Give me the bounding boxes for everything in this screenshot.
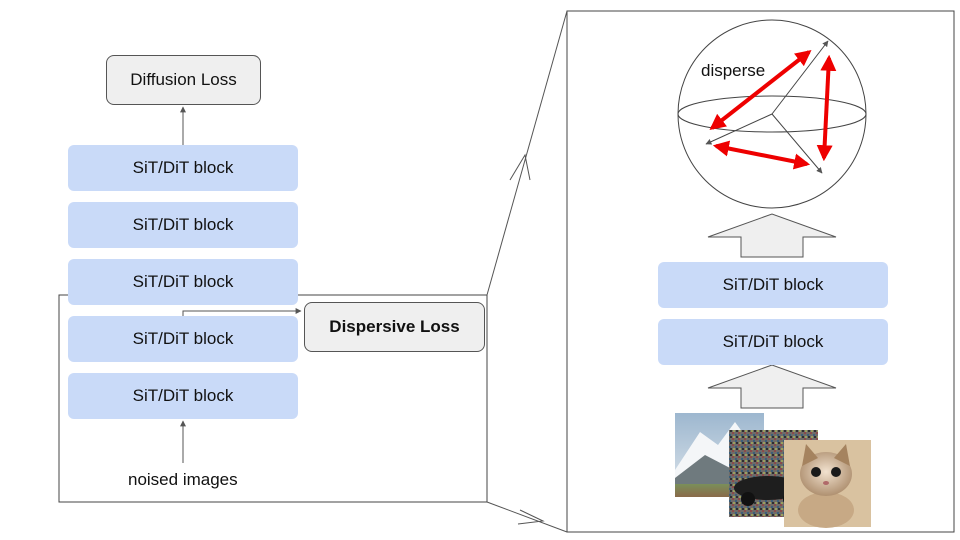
input-label: noised images <box>128 470 238 489</box>
vector-2 <box>705 113 773 145</box>
kitten-ear-left <box>802 444 818 466</box>
left-block-2: SiT/DiT block <box>68 202 298 248</box>
zoom-panel-frame <box>566 10 955 533</box>
arrow-to-dispersive-loss <box>182 308 302 317</box>
zoom-block-2: SiT/DiT block <box>658 319 888 365</box>
kitten-body <box>798 492 854 528</box>
vector-3 <box>771 113 823 174</box>
disperse-arrow-3 <box>712 140 811 170</box>
kitten-ear-right <box>834 444 850 466</box>
left-block-3: SiT/DiT block <box>68 259 298 305</box>
zoom-line-bottom <box>486 501 568 533</box>
left-block-1: SiT/DiT block <box>68 145 298 191</box>
zoom-block-1: SiT/DiT block <box>658 262 888 308</box>
disperse-arrow-1 <box>709 50 812 130</box>
car-wheel <box>741 492 755 506</box>
zoom-line-top <box>486 10 568 296</box>
hollow-arrow-lower <box>707 364 837 409</box>
vector-1 <box>771 40 829 115</box>
zoom-arrowhead-bottom <box>517 509 545 525</box>
image-stack <box>675 413 871 528</box>
kitten-nose <box>823 481 829 485</box>
kitten-eye-left <box>811 467 821 477</box>
disperse-label: disperse <box>701 61 766 80</box>
hollow-arrow-upper <box>707 213 837 258</box>
diffusion-loss-box: Diffusion Loss <box>106 55 261 105</box>
zoom-arrowhead-top <box>509 153 531 181</box>
left-block-4: SiT/DiT block <box>68 316 298 362</box>
disperse-arrow-2 <box>816 54 837 162</box>
kitten-head <box>800 452 852 496</box>
left-block-5: SiT/DiT block <box>68 373 298 419</box>
dispersive-loss-box: Dispersive Loss <box>304 302 485 352</box>
kitten-eye-right <box>831 467 841 477</box>
